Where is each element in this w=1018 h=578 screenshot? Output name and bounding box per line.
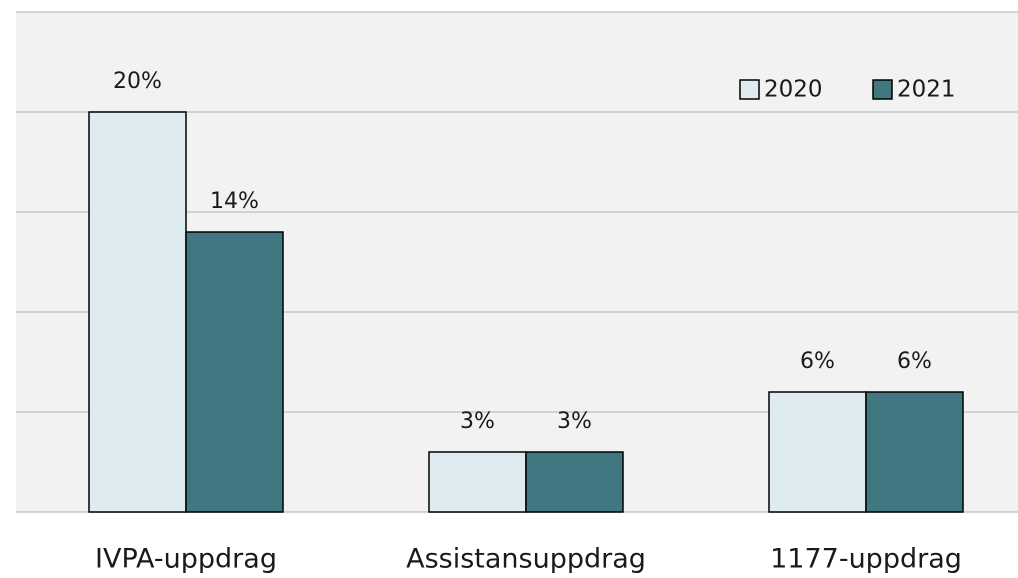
bar	[865, 391, 964, 513]
x-tick-label: Assistansuppdrag	[406, 544, 646, 575]
legend-label: 2020	[764, 77, 823, 103]
legend-label: 2021	[897, 77, 956, 103]
data-label: 14%	[210, 189, 259, 214]
bar	[768, 391, 867, 513]
data-label: 20%	[113, 69, 162, 94]
data-label: 6%	[800, 349, 835, 374]
data-label: 6%	[897, 349, 932, 374]
x-tick-label: 1177-uppdrag	[770, 544, 962, 575]
legend-swatch	[739, 79, 760, 100]
bar	[525, 451, 624, 513]
data-label: 3%	[557, 409, 592, 434]
data-label: 3%	[460, 409, 495, 434]
bar	[185, 231, 284, 513]
legend-swatch	[872, 79, 893, 100]
bar	[88, 111, 187, 513]
bar	[428, 451, 527, 513]
x-tick-label: IVPA-uppdrag	[95, 544, 277, 575]
